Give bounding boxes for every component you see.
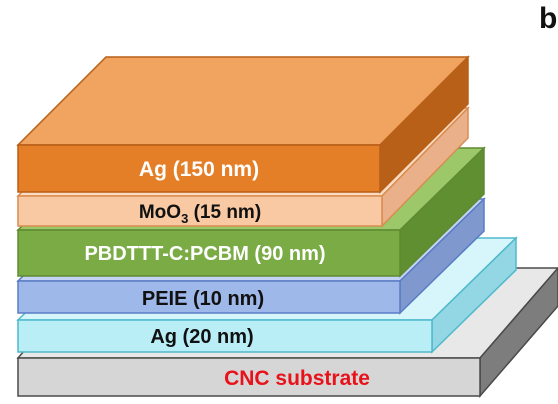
moo3-label: MoO3 (15 nm)	[139, 202, 261, 226]
moo3-label-subscript: 3	[181, 211, 188, 226]
substrate-front-face	[17, 357, 481, 397]
panel-letter: b	[539, 2, 558, 35]
ag-bottom-label: Ag (20 nm)	[150, 326, 253, 348]
ag-top-front-face	[17, 144, 381, 193]
substrate-label: CNC substrate	[224, 367, 370, 390]
layer-ag-top: Ag (150 nm)	[16, 55, 470, 194]
ag-top-label: Ag (150 nm)	[139, 158, 259, 181]
ag-bottom-front-face	[17, 319, 433, 353]
moo3-front-face	[17, 195, 383, 227]
peie-front-face	[17, 280, 401, 314]
active-label: PBDTTT-C:PCBM (90 nm)	[84, 243, 325, 265]
active-front-face	[17, 229, 401, 277]
moo3-label-suffix: (15 nm)	[188, 202, 261, 223]
moo3-label-prefix: MoO	[139, 202, 181, 223]
peie-label: PEIE (10 nm)	[142, 288, 264, 310]
